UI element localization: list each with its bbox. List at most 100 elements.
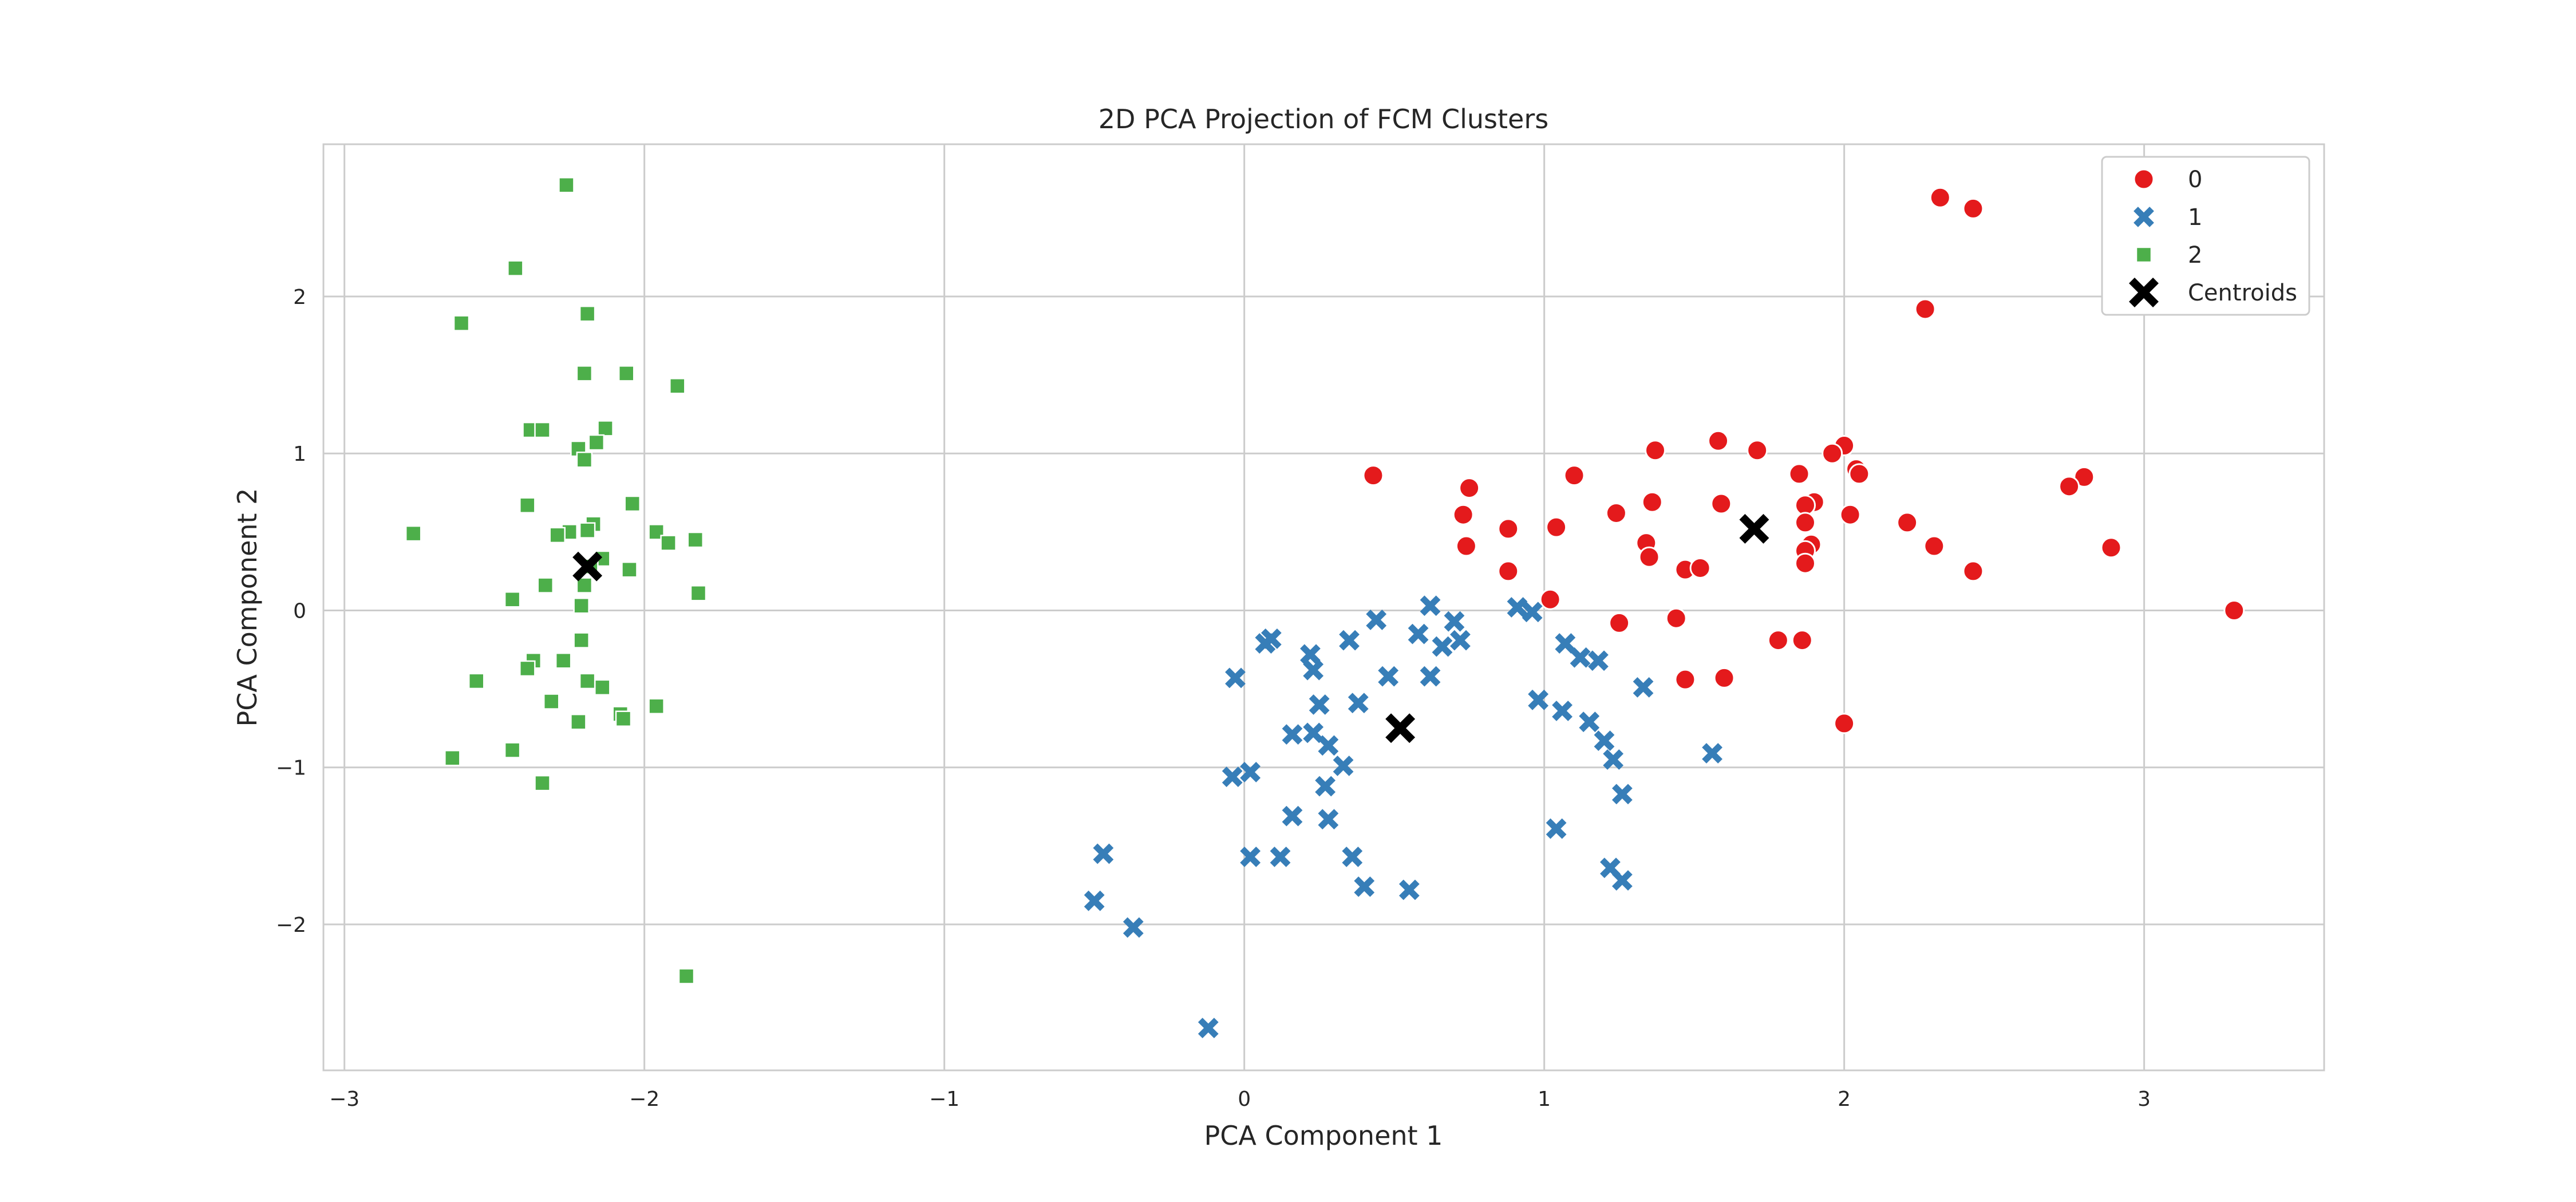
point-cluster-1 xyxy=(1084,890,1105,911)
point-cluster-0 xyxy=(1897,512,1918,533)
point-cluster-0 xyxy=(1795,512,1816,533)
point-cluster-0 xyxy=(1665,607,1687,629)
point-cluster-2 xyxy=(690,585,707,602)
series-2 xyxy=(405,177,707,984)
point-cluster-2 xyxy=(579,673,596,690)
legend-label-2: 2 xyxy=(2188,242,2202,268)
y-tick-label: 0 xyxy=(293,599,306,623)
point-cluster-0 xyxy=(2100,537,2122,559)
centroid-marker xyxy=(1739,513,1769,544)
point-cluster-2 xyxy=(678,968,695,984)
point-cluster-1 xyxy=(1339,630,1360,651)
point-cluster-0 xyxy=(1674,669,1696,690)
point-cluster-1 xyxy=(1552,701,1573,721)
point-cluster-1 xyxy=(1333,756,1354,776)
point-cluster-1 xyxy=(1507,597,1528,618)
point-cluster-1 xyxy=(1222,766,1243,788)
point-cluster-1 xyxy=(1309,694,1330,715)
point-cluster-0 xyxy=(1795,552,1816,574)
point-cluster-1 xyxy=(1588,650,1609,671)
point-cluster-1 xyxy=(1633,677,1654,698)
legend-label-0: 0 xyxy=(2188,167,2202,193)
y-tick-label: −1 xyxy=(276,757,306,780)
point-cluster-1 xyxy=(1611,784,1633,805)
series-1 xyxy=(1084,595,1722,1038)
point-cluster-2 xyxy=(570,713,587,730)
point-cluster-1 xyxy=(1603,749,1624,770)
point-cluster-1 xyxy=(1522,602,1543,623)
point-cluster-1 xyxy=(1255,633,1276,654)
point-cluster-1 xyxy=(1318,809,1339,830)
point-cluster-2 xyxy=(576,451,593,468)
point-cluster-1 xyxy=(1702,743,1722,764)
point-cluster-0 xyxy=(1923,535,1945,557)
point-cluster-1 xyxy=(1315,776,1336,797)
point-cluster-2 xyxy=(588,434,605,451)
legend-label-centroids: Centroids xyxy=(2188,280,2297,306)
data-points xyxy=(405,177,2245,1038)
point-cluster-1 xyxy=(1093,843,1114,864)
point-cluster-1 xyxy=(1300,644,1321,665)
point-cluster-2 xyxy=(573,632,590,649)
point-cluster-1 xyxy=(1570,647,1591,668)
point-cluster-1 xyxy=(1555,633,1576,654)
point-cluster-0 xyxy=(1455,535,1477,557)
point-cluster-1 xyxy=(1398,879,1420,900)
point-cluster-2 xyxy=(579,522,596,539)
point-cluster-0 xyxy=(1962,197,1984,219)
point-cluster-0 xyxy=(1605,502,1627,524)
point-cluster-2 xyxy=(597,420,614,437)
point-cluster-0 xyxy=(1822,442,1843,464)
point-cluster-1 xyxy=(1420,595,1441,616)
point-cluster-2 xyxy=(573,598,590,614)
point-cluster-1 xyxy=(1408,623,1429,645)
chart-title: 2D PCA Projection of FCM Clusters xyxy=(1099,104,1548,135)
point-cluster-2 xyxy=(537,577,554,594)
point-cluster-1 xyxy=(1450,630,1471,651)
point-cluster-1 xyxy=(1198,1018,1219,1038)
point-cluster-0 xyxy=(1452,504,1474,525)
plot-area xyxy=(323,144,2324,1070)
point-cluster-2 xyxy=(615,710,632,727)
point-cluster-1 xyxy=(1123,917,1144,938)
point-cluster-2 xyxy=(618,365,635,382)
point-cluster-2 xyxy=(504,591,521,608)
centroid-marker xyxy=(1385,713,1416,744)
grid xyxy=(323,144,2324,1070)
point-cluster-2 xyxy=(648,698,665,715)
point-cluster-2 xyxy=(519,497,536,513)
point-cluster-1 xyxy=(1342,847,1363,867)
legend-marker-centroids xyxy=(2129,278,2159,307)
legend-marker-2 xyxy=(2135,246,2152,263)
x-tick-labels: −3 −2 −1 0 1 2 3 xyxy=(329,1088,2151,1111)
point-cluster-2 xyxy=(534,421,551,438)
point-cluster-2 xyxy=(507,260,524,276)
point-cluster-0 xyxy=(1609,612,1630,634)
x-tick-label: 1 xyxy=(1538,1088,1551,1111)
point-cluster-1 xyxy=(1303,659,1324,681)
point-cluster-0 xyxy=(1929,187,1951,208)
point-cluster-0 xyxy=(1962,560,1984,582)
point-cluster-2 xyxy=(687,531,704,548)
point-cluster-0 xyxy=(2223,599,2245,621)
point-cluster-0 xyxy=(1539,588,1561,610)
point-cluster-0 xyxy=(1839,504,1861,525)
point-cluster-1 xyxy=(1240,762,1261,782)
y-tick-label: −2 xyxy=(276,914,306,937)
point-cluster-0 xyxy=(1362,465,1384,487)
point-cluster-0 xyxy=(1638,546,1660,568)
point-cluster-2 xyxy=(453,315,470,331)
point-cluster-1 xyxy=(1240,847,1261,867)
point-cluster-2 xyxy=(669,378,686,394)
point-cluster-1 xyxy=(1594,730,1615,751)
point-cluster-0 xyxy=(1747,440,1768,461)
point-cluster-1 xyxy=(1303,722,1324,744)
point-cluster-2 xyxy=(594,679,611,696)
y-tick-label: 2 xyxy=(293,286,306,309)
point-cluster-0 xyxy=(1498,560,1519,582)
x-tick-label: 2 xyxy=(1838,1088,1851,1111)
legend-box xyxy=(2101,156,2310,316)
point-cluster-1 xyxy=(1282,805,1303,827)
point-cluster-2 xyxy=(555,652,572,669)
point-cluster-1 xyxy=(1420,666,1441,687)
